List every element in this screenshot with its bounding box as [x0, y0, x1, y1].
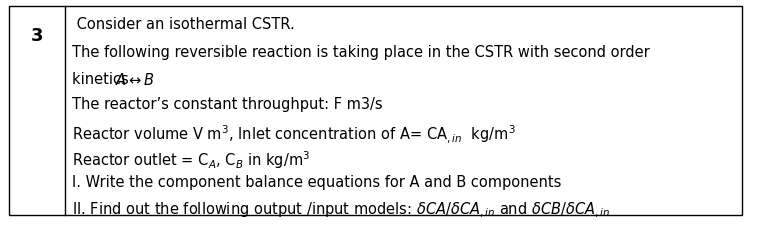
- Text: Reactor volume V m$^3$, Inlet concentration of A= CA$_{,in}$  kg/m$^3$: Reactor volume V m$^3$, Inlet concentrat…: [73, 123, 516, 145]
- Text: 3: 3: [31, 27, 44, 45]
- Text: I. Write the component balance equations for A and B components: I. Write the component balance equations…: [73, 175, 562, 190]
- Text: Reactor outlet = C$_A$, C$_B$ in kg/m$^3$: Reactor outlet = C$_A$, C$_B$ in kg/m$^3…: [73, 149, 311, 171]
- Text: kinetics: kinetics: [73, 72, 134, 87]
- Text: Consider an isothermal CSTR.: Consider an isothermal CSTR.: [73, 16, 295, 32]
- Text: The reactor’s constant throughput: F m3/s: The reactor’s constant throughput: F m3/…: [73, 97, 383, 112]
- Text: The following reversible reaction is taking place in the CSTR with second order: The following reversible reaction is tak…: [73, 45, 651, 60]
- Text: II. Find out the following output /input models: $\delta CA/\delta CA_{,in}$ and: II. Find out the following output /input…: [73, 201, 611, 220]
- Text: $A{\leftrightarrow}B$: $A{\leftrightarrow}B$: [115, 72, 155, 88]
